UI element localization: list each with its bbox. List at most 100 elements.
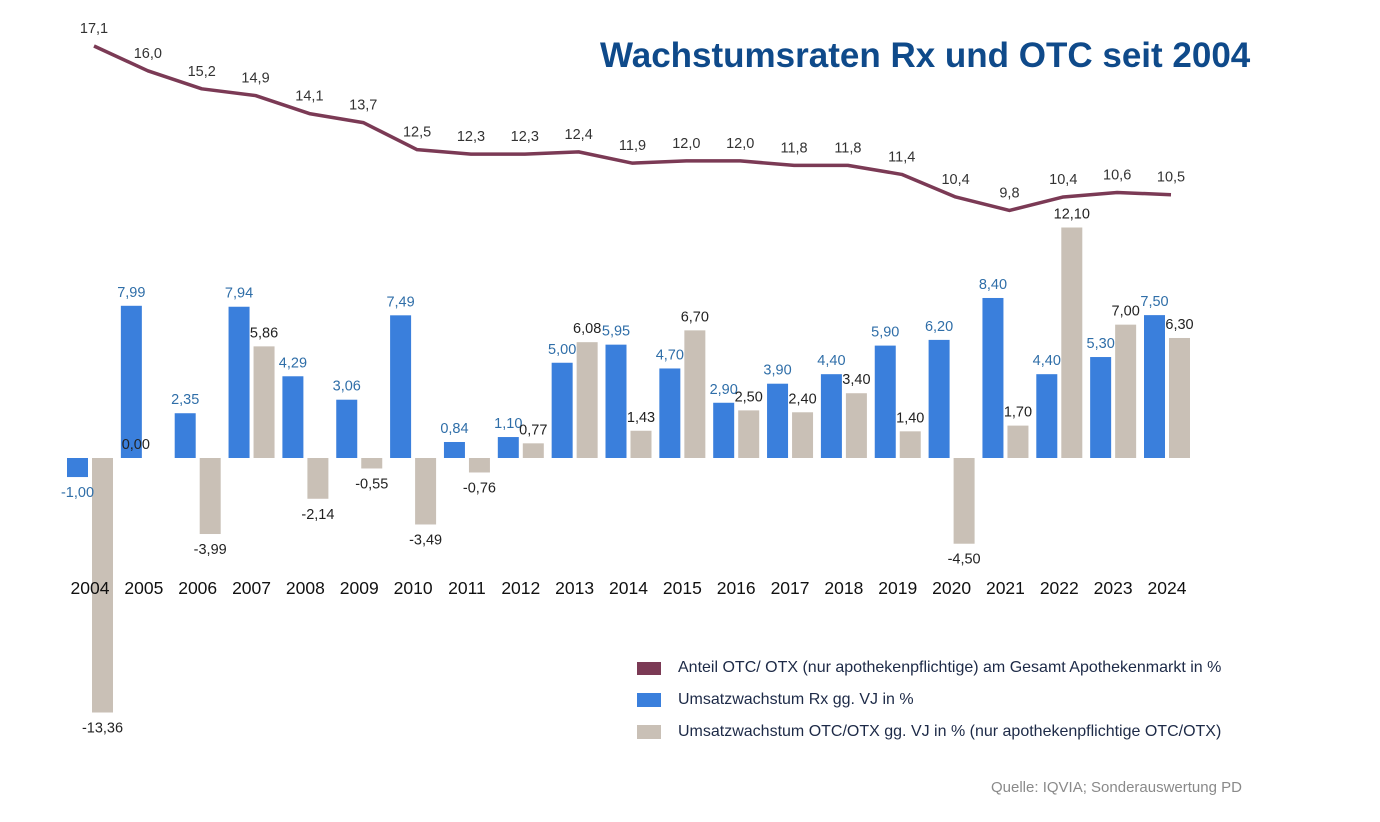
share-point-label-2019: 11,4 [888,149,915,165]
otc-bar-label-2007: 5,86 [250,325,278,341]
otc-bar-2024 [1169,337,1190,458]
rx-bar-label-2012: 1,10 [494,416,522,432]
share-point-label-2011: 12,3 [457,129,485,145]
rx-bar-label-2023: 5,30 [1087,336,1115,352]
otc-bar-label-2015: 6,70 [681,309,709,325]
rx-bar-2021 [982,297,1004,458]
rx-bar-label-2020: 6,20 [925,319,953,335]
otc-bar-2017 [792,412,814,458]
rx-bar-label-2006: 2,35 [171,392,199,408]
rx-bar-label-2024: 7,50 [1140,294,1168,310]
legend-item-otc: Umsatzwachstum OTC/OTX gg. VJ in % (nur … [637,716,1221,748]
rx-bar-label-2007: 7,94 [225,286,253,302]
share-point-label-2021: 9,8 [999,185,1019,201]
otc-bar-label-2021: 1,70 [1004,405,1032,421]
legend-label-share: Anteil OTC/ OTX (nur apothekenpflichtige… [678,659,1222,676]
otc-bar-2023 [1115,324,1137,458]
x-tick-label-2009: 2009 [340,578,379,598]
x-tick-label-2010: 2010 [394,578,433,598]
otc-bar-2018 [845,393,867,458]
legend-swatch-rx [637,693,661,707]
share-point-label-2024: 10,5 [1157,170,1185,186]
otc-bar-2022 [1061,227,1083,458]
otc-bar-2008 [307,458,329,499]
rx-bar-2006 [174,413,196,458]
otc-bar-2011 [468,458,490,473]
rx-bar-label-2011: 0,84 [440,421,468,437]
otc-bar-label-2010: -3,49 [409,532,442,548]
otc-bar-label-2009: -0,55 [355,476,388,492]
otc-bar-2006 [199,458,221,535]
rx-bar-label-2004: -1,00 [61,485,94,501]
otc-bar-label-2006: -3,99 [194,542,227,558]
share-point-label-2017: 11,8 [780,140,807,156]
rx-bar-2009 [336,399,358,458]
rx-bar-2013 [551,362,573,458]
rx-bar-2005 [120,305,142,458]
share-point-label-2006: 15,2 [188,64,216,80]
rx-bar-label-2022: 4,40 [1033,353,1061,369]
rx-bar-2007 [228,306,250,458]
rx-bar-2023 [1090,357,1112,458]
legend-label-otc: Umsatzwachstum OTC/OTX gg. VJ in % (nur … [678,723,1222,740]
x-tick-label-2022: 2022 [1040,578,1079,598]
otc-bar-2004 [92,458,113,713]
otc-bar-2021 [1007,425,1029,458]
x-tick-label-2018: 2018 [824,578,863,598]
rx-bar-2014 [605,344,627,458]
bar-series-group [67,227,1190,713]
share-point-label-2015: 12,0 [672,136,700,152]
otc-bar-label-2022: 12,10 [1054,206,1090,222]
x-tick-label-2019: 2019 [878,578,917,598]
otc-bar-label-2018: 3,40 [842,372,870,388]
rx-bar-2022 [1036,374,1058,458]
x-tick-label-2016: 2016 [717,578,756,598]
rx-bar-label-2019: 5,90 [871,325,899,341]
share-point-label-2005: 16,0 [134,46,162,62]
otc-bar-label-2020: -4,50 [948,552,981,568]
bar-label-group: -1,00 -13,36 7,99 0,00 2,35 -3,99 7,94 5,864,29… [61,206,1194,736]
rx-bar-label-2008: 4,29 [279,355,307,371]
x-tick-label-2015: 2015 [663,578,702,598]
otc-bar-2007 [253,346,275,458]
rx-bar-label-2005: 7,99 [117,285,145,301]
otc-bar-label-2024: 6,30 [1165,317,1193,333]
x-tick-label-2024: 2024 [1148,578,1187,598]
rx-bar-label-2010: 7,49 [386,294,414,310]
x-axis-labels: 2004 2005 2006 2007 2008 2009 2010 2011 2012 2013… [71,578,1187,598]
x-tick-label-2007: 2007 [232,578,271,598]
otc-bar-label-2005: 0,00 [122,437,150,453]
x-tick-label-2017: 2017 [771,578,810,598]
otc-bar-label-2004: -13,36 [82,721,123,737]
share-point-label-2013: 12,4 [565,127,593,143]
x-tick-label-2012: 2012 [501,578,540,598]
otc-bar-2019 [899,431,921,458]
otc-bar-label-2011: -0,76 [463,480,496,496]
share-line-group: 17,1 16,0 15,2 14,9 14,1 13,7 12,5 12,3 12,3 12,4… [80,21,1185,213]
otc-bar-2012 [522,443,544,458]
share-point-label-2012: 12,3 [511,129,539,145]
otc-bar-label-2012: 0,77 [519,422,547,438]
share-point-label-2004: 17,1 [80,21,108,37]
x-tick-label-2004: 2004 [71,578,110,598]
share-line [93,44,1172,213]
rx-bar-2017 [767,383,789,458]
rx-bar-2004 [67,458,88,478]
otc-bar-2009 [361,458,383,469]
legend-swatch-otc [637,725,661,739]
share-point-label-2020: 10,4 [941,172,969,188]
share-point-label-2018: 11,8 [834,140,861,156]
otc-bar-label-2014: 1,43 [627,410,655,426]
rx-bar-label-2015: 4,70 [656,347,684,363]
legend-item-share: Anteil OTC/ OTX (nur apothekenpflichtige… [637,652,1221,684]
otc-bar-2010 [415,458,437,525]
share-point-label-2007: 14,9 [241,71,269,87]
rx-bar-label-2021: 8,40 [979,277,1007,293]
rx-bar-label-2009: 3,06 [333,379,361,395]
rx-bar-label-2017: 3,90 [763,363,791,379]
rx-bar-2008 [282,376,304,458]
rx-bar-label-2016: 2,90 [710,382,738,398]
share-point-label-2023: 10,6 [1103,167,1131,183]
rx-bar-2012 [497,437,519,458]
